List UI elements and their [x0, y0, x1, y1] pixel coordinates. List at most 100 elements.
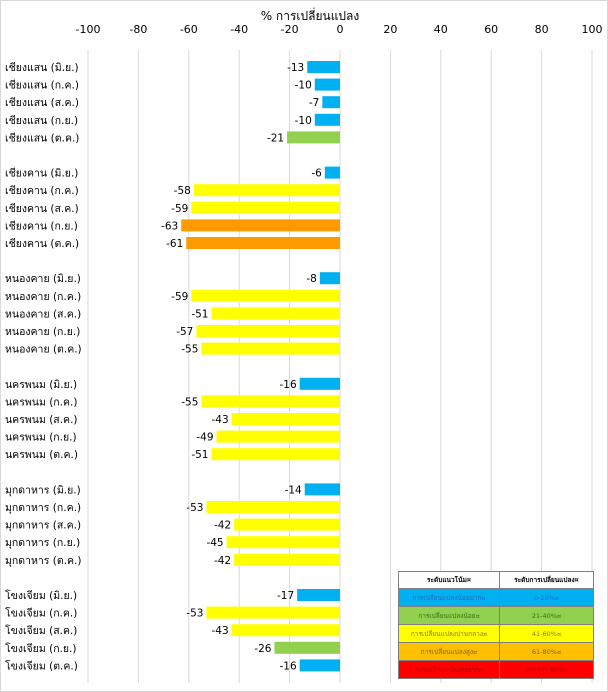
- bar: [206, 501, 340, 513]
- x-tick-label: -60: [180, 23, 198, 36]
- data-label: -55: [181, 396, 198, 408]
- bar: [299, 659, 340, 672]
- bar: [211, 448, 340, 461]
- category-label: เชียงคาน (ก.ค.): [5, 184, 79, 197]
- legend-level-label: การเปลี่ยนแปลงน้อยมาก¤: [398, 588, 500, 607]
- category-label: เชียงแสน (ก.ย.): [5, 114, 78, 127]
- data-label: -14: [285, 484, 302, 496]
- x-tick-label: -80: [129, 23, 147, 36]
- data-label: -10: [295, 80, 312, 92]
- legend-row: การเปลี่ยนแปลงสูงมาก¤ มากกว่า 80%¤: [398, 660, 594, 679]
- category-label: หนองคาย (ต.ค.): [5, 344, 82, 356]
- category-label: หนองคาย (ส.ค.): [5, 308, 81, 320]
- bar: [201, 395, 340, 408]
- data-label: -42: [214, 520, 231, 532]
- bar: [226, 536, 340, 549]
- legend-row: การเปลี่ยนแปลงสูง¤ 61-80%¤: [398, 642, 594, 661]
- bar: [314, 113, 340, 126]
- data-label: -55: [181, 344, 198, 356]
- x-tick-label: -40: [230, 23, 248, 36]
- data-label: -63: [161, 220, 178, 232]
- category-label: โขงเจียม (ส.ค.): [5, 624, 77, 637]
- bar: [307, 61, 340, 73]
- bar: [216, 430, 340, 443]
- category-label: หนองคาย (มิ.ย.): [5, 273, 81, 285]
- bar: [181, 219, 340, 232]
- legend-level-label: การเปลี่ยนแปลงปานกลาง¤: [398, 624, 500, 643]
- data-label: -51: [191, 449, 208, 461]
- category-label: นครพนม (ก.ค.): [5, 396, 77, 408]
- x-tick-label: 100: [582, 23, 603, 36]
- x-tick-label: 80: [535, 23, 549, 36]
- bar: [304, 483, 340, 496]
- bar: [322, 96, 340, 109]
- legend-header-level: ระดับแนวโน้ม¤: [398, 571, 500, 589]
- category-label: เชียงคาน (มิ.ย.): [5, 167, 78, 180]
- legend-level-label: การเปลี่ยนแปลงสูงมาก¤: [398, 660, 500, 679]
- category-label: เชียงคาน (ส.ค.): [5, 202, 79, 215]
- category-label: นครพนม (ต.ค.): [5, 449, 78, 461]
- data-label: -42: [214, 555, 231, 567]
- bars: [181, 61, 340, 672]
- category-label: นครพนม (มิ.ย.): [5, 379, 77, 391]
- data-label: -7: [309, 97, 319, 109]
- data-label: -26: [254, 643, 271, 655]
- bar: [206, 606, 340, 619]
- data-label: -16: [280, 660, 297, 672]
- category-label: มุกดาหาร (ส.ค.): [5, 520, 81, 532]
- data-label: -16: [280, 379, 297, 391]
- data-label: -8: [306, 273, 316, 285]
- legend-range-label: มากกว่า 80%¤: [499, 660, 594, 679]
- data-label: -53: [186, 608, 203, 620]
- category-label: นครพนม (ก.ย.): [5, 432, 77, 444]
- legend-row: การเปลี่ยนแปลงน้อยมาก¤ 0-20%¤: [398, 588, 594, 607]
- category-label: โขงเจียม (มิ.ย.): [5, 589, 77, 602]
- x-axis-ticks: -100 -80 -60 -40 -20 0 20 40 60 80 100: [76, 23, 603, 36]
- legend-range-label: 41-60%¤: [499, 624, 594, 643]
- category-labels: เชียงแสน (มิ.ย.) เชียงแสน (ก.ค.) เชียงแสน …: [5, 61, 82, 672]
- data-label: -6: [311, 168, 322, 180]
- x-tick-label: 20: [383, 23, 397, 36]
- legend-level-label: การเปลี่ยนแปลงสูง¤: [398, 642, 500, 661]
- data-label: -61: [166, 238, 183, 250]
- legend-row: การเปลี่ยนแปลงน้อย¤ 21-40%¤: [398, 606, 594, 625]
- data-label: -13: [287, 62, 304, 74]
- legend-range-label: 61-80%¤: [499, 642, 594, 661]
- category-label: หนองคาย (ก.ย.): [5, 326, 80, 338]
- data-label: -43: [211, 625, 228, 637]
- bar: [297, 589, 340, 601]
- data-label: -59: [171, 291, 188, 303]
- bar: [186, 237, 340, 249]
- x-tick-label: 0: [337, 23, 344, 36]
- legend-range-label: 0-20%¤: [499, 588, 594, 607]
- legend-header-row: ระดับแนวโน้ม¤ ระดับการเปลี่ยนแปลง¤: [398, 571, 594, 589]
- bar: [274, 641, 340, 654]
- x-tick-label: 60: [484, 23, 498, 36]
- category-label: โขงเจียม (ต.ค.): [5, 659, 78, 672]
- x-tick-label: -100: [76, 23, 101, 36]
- data-label: -57: [176, 326, 193, 338]
- category-label: เชียงแสน (มิ.ย.): [5, 61, 79, 74]
- x-tick-label: -20: [281, 23, 299, 36]
- bar: [324, 166, 340, 179]
- category-label: นครพนม (ส.ค.): [5, 414, 78, 426]
- category-label: มุกดาหาร (ต.ค.): [5, 555, 82, 567]
- data-label: -59: [171, 203, 188, 215]
- axis-title: % การเปลี่ยนแปลง: [261, 7, 360, 23]
- category-label: หนองคาย (ก.ค.): [5, 291, 81, 303]
- category-label: เชียงคาน (ต.ค.): [5, 237, 79, 250]
- category-label: มุกดาหาร (ก.ค.): [5, 502, 81, 514]
- bar: [319, 272, 340, 285]
- bar: [211, 307, 340, 320]
- category-label: เชียงแสน (ก.ค.): [5, 79, 79, 92]
- legend-table: ระดับแนวโน้ม¤ ระดับการเปลี่ยนแปลง¤ การเป…: [398, 571, 594, 679]
- bar: [231, 624, 340, 637]
- data-labels: -13-10-7-10-21-6-58-59-63-61-8-59-51-57-…: [161, 62, 322, 672]
- data-label: -45: [206, 537, 223, 549]
- category-label: มุกดาหาร (ก.ย.): [5, 537, 80, 549]
- bar: [196, 325, 340, 337]
- category-label: มุกดาหาร (มิ.ย.): [5, 484, 81, 496]
- data-label: -49: [196, 432, 213, 444]
- category-label: โขงเจียม (ก.ย.): [5, 642, 76, 655]
